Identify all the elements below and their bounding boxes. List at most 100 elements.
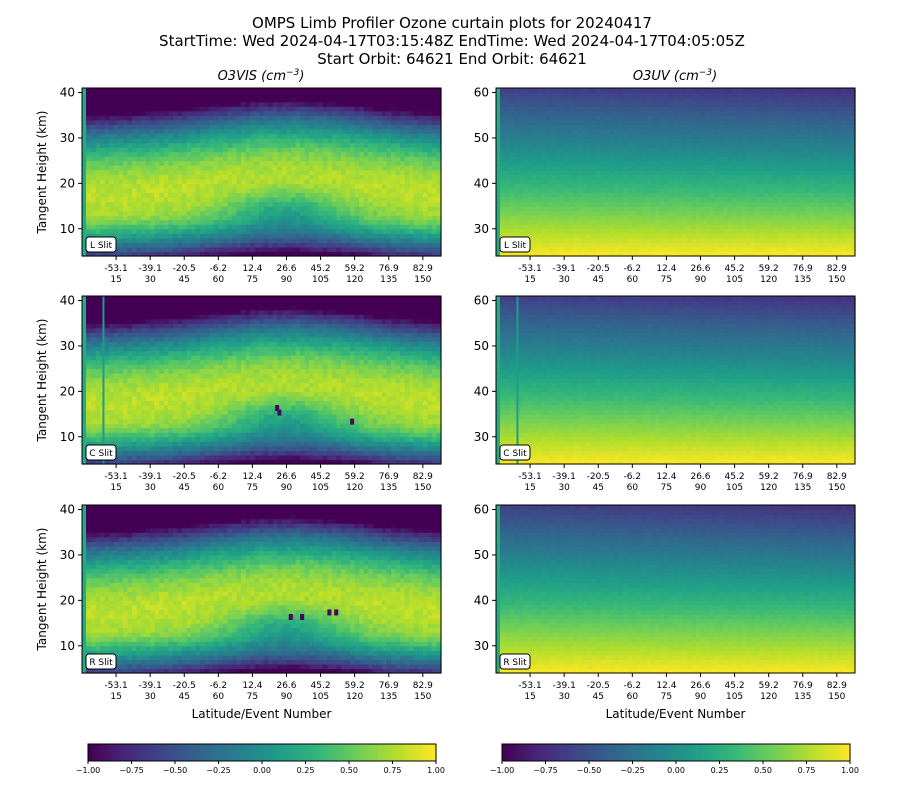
heatmap-cell [336,160,342,166]
heatmap-cell [345,210,351,216]
heatmap-cell [427,196,433,203]
heatmap-cell [113,183,119,189]
heatmap-cell [122,192,129,198]
heatmap-cell [304,110,310,116]
heatmap-cell [736,219,742,225]
heatmap-cell [259,119,265,125]
heatmap-cell [154,97,160,103]
heatmap-cell [172,196,179,203]
heatmap-cell [313,201,319,207]
heatmap-cell [409,142,415,148]
heatmap-cell [727,97,733,103]
heatmap-cell [700,160,706,166]
heatmap-cell [209,147,215,153]
heatmap-cell [736,192,742,198]
heatmap-cell [218,128,224,135]
heatmap-cell [186,183,192,189]
heatmap-cell [104,101,110,107]
heatmap-cell [345,147,351,153]
heatmap-cell [573,215,579,221]
heatmap-cell [404,115,410,121]
heatmap-cell [673,101,679,107]
heatmap-cell [154,119,160,125]
heatmap-cell [555,165,561,171]
heatmap-cell [618,246,624,253]
heatmap-cell [350,192,356,198]
heatmap-cell [245,160,251,166]
heatmap-cell [564,183,570,189]
heatmap-cell [327,165,333,171]
heatmap-cell [368,147,374,153]
heatmap-cell [281,178,288,184]
heatmap-cell [741,187,747,194]
heatmap-cell [272,92,279,98]
heatmap-cell [141,119,147,125]
heatmap-cell [172,92,179,98]
heatmap-cell [118,228,124,234]
heatmap-cell [418,133,424,139]
heatmap-cell [191,228,197,234]
heatmap-cell [514,156,520,162]
heatmap-cell [668,224,674,230]
heatmap-cell [341,147,347,153]
heatmap-cell [727,151,733,157]
heatmap-cell [600,97,606,103]
heatmap-cell [727,228,733,234]
heatmap-cell [677,246,683,253]
heatmap-cell [691,196,697,203]
heatmap-cell [700,219,706,225]
heatmap-cell [145,224,151,230]
heatmap-cell [100,233,106,239]
heatmap-cell [591,237,597,243]
heatmap-cell [431,224,438,230]
heatmap-cell [168,124,174,130]
heatmap-cell [577,206,583,212]
heatmap-cell [655,137,661,144]
heatmap-cell [309,160,315,166]
heatmap-cell [300,119,306,125]
heatmap-cell [304,137,310,144]
heatmap-cell [527,133,533,139]
heatmap-cell [609,101,615,107]
heatmap-cell [291,156,297,162]
heatmap-cell [609,137,615,144]
heatmap-cell [673,174,679,180]
heatmap-cell [705,137,711,144]
heatmap-cell [627,242,633,248]
heatmap-cell [331,187,338,194]
heatmap-cell [509,97,515,103]
heatmap-cell [518,160,524,166]
heatmap-cell [527,124,533,130]
heatmap-cell [236,215,242,221]
heatmap-cell [418,101,424,107]
heatmap-cell [427,210,433,216]
heatmap-cell [395,92,401,98]
heatmap-cell [550,174,556,180]
heatmap-cell [136,124,142,130]
heatmap-cell [222,92,229,98]
heatmap-cell [545,224,552,230]
heatmap-cell [381,119,388,125]
heatmap-cell [568,97,574,103]
heatmap-cell [95,142,101,148]
heatmap-cell [682,215,688,221]
heatmap-cell [204,137,210,144]
heatmap-cell [413,106,419,112]
heatmap-cell [686,137,693,144]
heatmap-cell [131,119,138,125]
heatmap-cell [127,110,133,116]
heatmap-cell [91,187,97,194]
heatmap-cell [386,97,392,103]
heatmap-cell [559,196,565,203]
heatmap-cell [250,156,256,162]
heatmap-cell [259,128,265,135]
heatmap-cell [109,224,115,230]
heatmap-cell [181,128,188,135]
heatmap-cell [532,187,538,194]
heatmap-cell [336,242,342,248]
heatmap-cell [431,215,438,221]
heatmap-cell [709,169,715,175]
heatmap-cell [368,124,374,130]
heatmap-cell [241,147,247,153]
heatmap-cell [381,165,388,171]
